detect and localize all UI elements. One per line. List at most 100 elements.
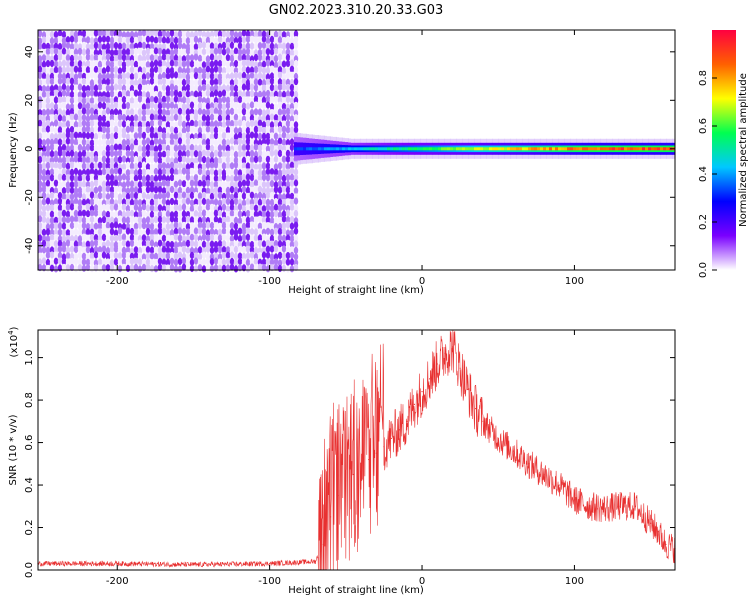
spectrogram-noise-cell (161, 197, 167, 206)
spectrogram-noise-cell (53, 228, 59, 237)
spectrogram-cells (37, 29, 676, 273)
spectrogram-noise-cell (137, 47, 143, 55)
spectrogram-noise-cell (173, 95, 179, 103)
spectrogram-noise-cell (213, 73, 219, 81)
spectrogram-noise-cell (133, 192, 139, 200)
spectrogram-noise-cell (49, 222, 55, 230)
spectrogram-noise-cell (169, 89, 175, 97)
spectrogram-noise-cell (225, 181, 231, 189)
spectrogram-noise-cell (209, 126, 215, 134)
spectrogram-noise-cell (225, 228, 231, 236)
spectrogram-carrier-core (579, 147, 584, 151)
spectrogram-noise-cell (193, 113, 199, 121)
spectrogram-noise-cell (105, 132, 111, 140)
spectrogram-noise-cell (57, 138, 63, 146)
spectrogram-noise-cell (125, 180, 131, 188)
spectrogram-noise-cell (89, 198, 95, 206)
spectrogram-noise-cell (293, 209, 299, 218)
spectrogram-noise-cell (105, 228, 111, 236)
spectrogram-noise-cell (73, 258, 79, 266)
spectrogram-noise-cell (269, 103, 275, 111)
spectrogram-noise-cell (149, 217, 155, 225)
spectrogram-noise-cell (253, 125, 259, 133)
spectrogram-noise-cell (129, 48, 135, 56)
spectrogram-noise-cell (245, 204, 251, 212)
spectrogram-noise-cell (253, 131, 259, 140)
spectrogram-noise-cell (133, 155, 139, 163)
spectrogram-noise-cell (69, 149, 75, 157)
spectrogram-noise-cell (133, 66, 139, 75)
spectrogram-noise-cell (213, 245, 219, 253)
spectrogram-noise-cell (77, 240, 83, 248)
spectrogram-noise-cell (165, 144, 171, 152)
spectrogram-noise-cell (189, 216, 195, 224)
spectrogram-noise-cell (221, 221, 227, 230)
spectrogram-noise-cell (117, 131, 123, 140)
spectrogram-noise-cell (237, 48, 243, 56)
spectrogram-noise-cell (77, 120, 83, 128)
spectrogram-noise-cell (173, 48, 179, 56)
spectrogram-noise-cell (173, 107, 179, 115)
spectrogram-noise-cell (49, 216, 55, 224)
spectrogram-noise-cell (269, 42, 275, 50)
spectrogram-noise-cell (141, 78, 147, 86)
spectrogram-carrier-core (300, 147, 304, 151)
spectrogram-noise-cell (189, 222, 195, 230)
spectrogram-noise-cell (269, 149, 275, 157)
spectrogram-noise-cell (85, 72, 91, 80)
spectrogram-noise-cell (89, 209, 95, 217)
spectrogram-carrier-core (555, 147, 560, 151)
spectrogram-noise-cell (217, 258, 223, 266)
spectrogram-noise-cell (233, 192, 239, 200)
spectrogram-noise-cell (237, 54, 243, 62)
spectrogram-noise-cell (65, 96, 71, 104)
spectrogram-noise-cell (133, 222, 139, 230)
spectrogram-noise-cell (177, 246, 183, 254)
spectrogram-noise-cell (89, 222, 95, 230)
spectrogram-noise-cell (113, 35, 119, 43)
snr-data-point (322, 543, 324, 546)
spectrogram-noise-cell (261, 205, 267, 213)
spectrogram-noise-cell (49, 156, 55, 164)
spectrogram-noise-cell (89, 29, 95, 37)
spectrogram-carrier-core (534, 147, 538, 151)
spectrogram-noise-cell (97, 161, 103, 169)
spectrogram-carrier-core (573, 147, 578, 151)
spectrogram-noise-cell (197, 132, 203, 140)
spectrogram-noise-cell (289, 265, 295, 273)
spectrogram-noise-cell (41, 246, 47, 254)
spectrogram-noise-cell (113, 55, 119, 63)
spectrogram-noise-cell (249, 203, 255, 211)
spectrogram-noise-cell (201, 102, 207, 110)
spectrogram-noise-cell (65, 54, 71, 62)
spectrogram-noise-cell (233, 133, 239, 141)
spectrogram-noise-cell (229, 132, 235, 140)
spectrogram-y-axis-label: Frequency (Hz) (8, 112, 19, 188)
spectrogram-noise-cell (57, 108, 63, 116)
spectrogram-noise-cell (249, 241, 255, 249)
spectrogram-noise-cell (277, 149, 283, 157)
spectrogram-noise-cell (49, 174, 55, 182)
spectrogram-noise-cell (249, 90, 255, 98)
spectrogram-noise-cell (285, 258, 291, 266)
spectrogram-noise-cell (97, 95, 103, 104)
spectrogram-noise-cell (45, 138, 51, 146)
spectrogram-noise-cell (269, 77, 275, 85)
spectrogram-noise-cell (281, 215, 287, 223)
spectrogram-noise-cell (165, 137, 171, 145)
spectrogram-noise-cell (285, 113, 291, 121)
spectrogram-noise-cell (125, 198, 131, 206)
spectrogram-noise-cell (245, 221, 251, 229)
spectrogram-noise-cell (277, 60, 283, 68)
spectrogram-noise-cell (185, 156, 191, 164)
spectrogram-noise-cell (213, 113, 219, 121)
spectrogram-carrier-core (657, 147, 662, 151)
spectrogram-noise-cell (61, 41, 67, 49)
spectrogram-noise-cell (141, 192, 147, 200)
spectrogram-noise-cell (173, 54, 179, 62)
spectrogram-noise-cell (205, 263, 211, 272)
spectrogram-noise-cell (233, 113, 239, 121)
spectrogram-noise-cell (177, 161, 183, 170)
spectrogram-noise-cell (73, 209, 79, 217)
